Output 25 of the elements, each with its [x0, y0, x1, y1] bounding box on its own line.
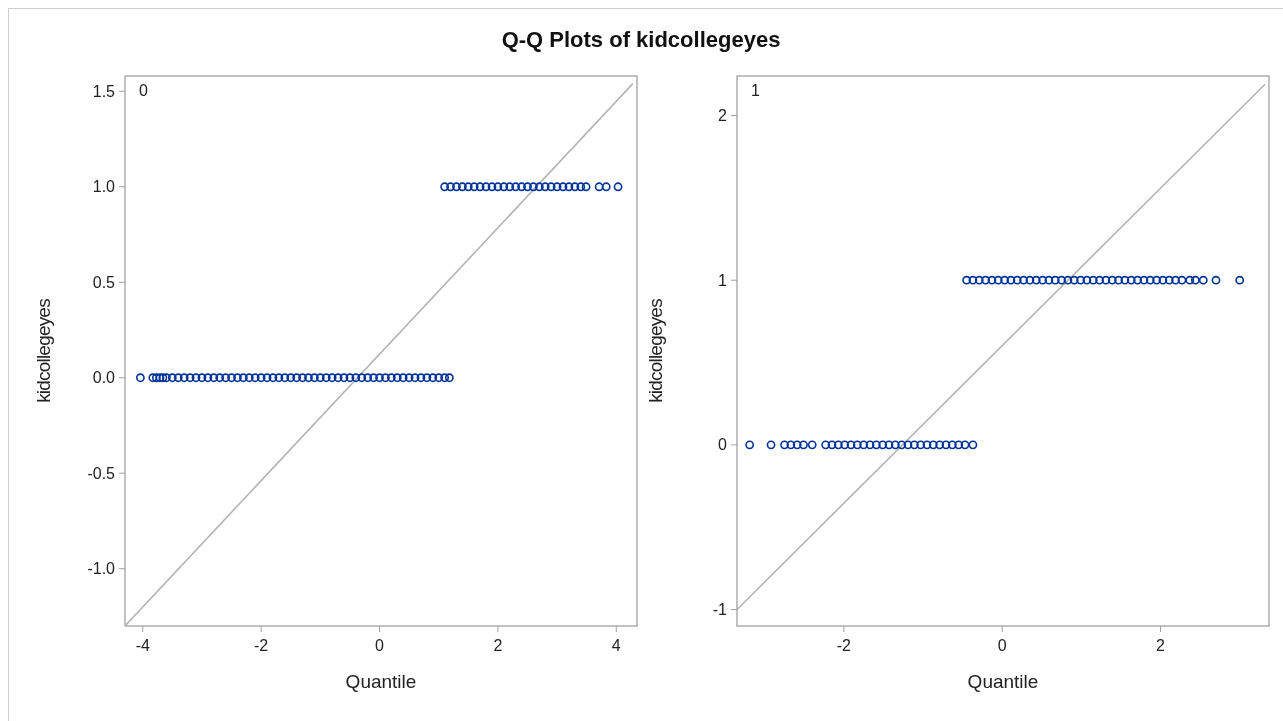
y-tick-label: 0.0 — [92, 369, 116, 387]
x-axis-title: Quantile — [967, 671, 1039, 692]
y-tick-label: -1.0 — [87, 560, 116, 578]
y-tick-label: -0.5 — [87, 464, 116, 482]
x-axis-title: Quantile — [345, 671, 417, 692]
x-tick-label: 0 — [375, 637, 385, 654]
x-tick-label: 2 — [1156, 637, 1166, 654]
chart-title: Q-Q Plots of kidcollegeyes — [501, 27, 781, 52]
y-tick-label: 2 — [718, 107, 728, 125]
x-tick-label: -4 — [135, 637, 150, 654]
y-axis-title: kidcollegeyes — [645, 298, 666, 403]
y-tick-label: 1.5 — [92, 82, 116, 100]
y-tick-label: 1 — [718, 271, 728, 289]
x-tick-label: 4 — [611, 637, 621, 654]
y-axis-title: kidcollegeyes — [33, 298, 54, 403]
y-tick-label: 0.5 — [92, 273, 116, 291]
y-tick-label: 1.0 — [92, 178, 116, 196]
annotation: 0 — [139, 82, 148, 99]
x-tick-label: -2 — [836, 637, 852, 654]
annotation: 1 — [751, 82, 760, 99]
y-tick-label: -1 — [712, 601, 728, 619]
x-tick-label: 2 — [493, 637, 503, 654]
x-tick-label: 0 — [997, 637, 1007, 654]
y-tick-label: 0 — [718, 436, 728, 454]
x-tick-label: -2 — [254, 637, 269, 654]
